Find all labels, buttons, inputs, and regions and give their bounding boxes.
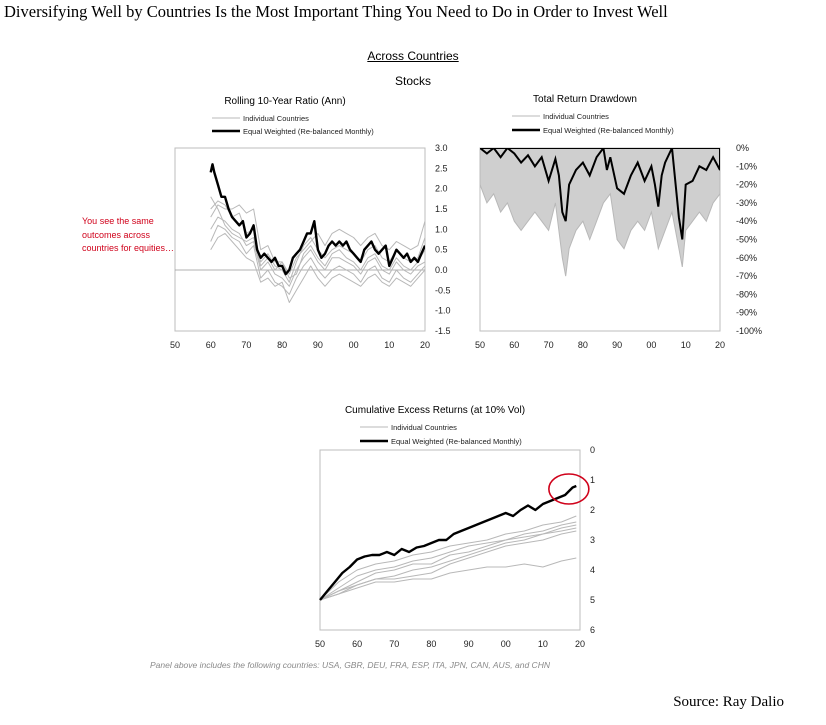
chart-1-y-tick: 1.0 [435, 224, 448, 234]
legend-2-label-1: Individual Countries [543, 112, 609, 121]
series-individual-line [319, 524, 577, 601]
series-individual-line [319, 557, 577, 601]
chart-1-y-tick: -0.5 [435, 285, 451, 295]
highlight-circle [548, 473, 590, 505]
series-equal-weighted-drawdown [480, 148, 720, 240]
chart-2-title: Total Return Drawdown [533, 94, 637, 105]
chart-2-x-tick: 80 [578, 340, 588, 350]
chart-1-x-tick: 60 [206, 340, 216, 350]
chart-3-x-tick: 70 [389, 639, 399, 649]
chart-2-y-tick: -40% [736, 216, 757, 226]
chart-3-x-tick: 80 [426, 639, 436, 649]
source-credit: Source: Ray Dalio [673, 694, 784, 710]
chart-3-frame [319, 449, 581, 631]
series-individual-line [210, 224, 425, 295]
chart-2-y-tick: -100% [736, 326, 762, 336]
chart-1-frame [174, 147, 426, 332]
chart-3-y-tick: 4 [590, 565, 595, 575]
chart-2-y-tick: -10% [736, 161, 757, 171]
legend-2-label-2: Equal Weighted (Re-balanced Monthly) [543, 126, 674, 135]
chart-3-title: Cumulative Excess Returns (at 10% Vol) [345, 405, 525, 416]
chart-1-y-tick: 0.0 [435, 265, 448, 275]
chart-2-x-tick: 90 [612, 340, 622, 350]
chart-3-x-tick: 00 [501, 639, 511, 649]
series-individual-line [210, 204, 425, 275]
series-individual-line [319, 521, 577, 601]
chart-1-title: Rolling 10-Year Ratio (Ann) [224, 96, 345, 107]
chart-3-y-tick: 3 [590, 535, 595, 545]
series-individual-line [319, 530, 577, 601]
chart-1-x-tick: 80 [277, 340, 287, 350]
chart-2-y-tick: -30% [736, 198, 757, 208]
legend-3-label-2: Equal Weighted (Re-balanced Monthly) [391, 437, 522, 446]
legend-1-label-1: Individual Countries [243, 114, 309, 123]
chart-1-y-tick: 3.0 [435, 143, 448, 153]
chart-1-y-tick: -1.0 [435, 306, 451, 316]
chart-2-y-tick: -20% [736, 180, 757, 190]
chart-2-x-tick: 10 [681, 340, 691, 350]
equities-annotation: You see the same outcomes across countri… [82, 216, 175, 253]
chart-1-x-tick: 90 [313, 340, 323, 350]
chart-1-x-tick: 20 [420, 340, 430, 350]
chart-2-y-tick: 0% [736, 143, 749, 153]
chart-3-x-tick: 10 [538, 639, 548, 649]
chart-2-x-tick: 70 [544, 340, 554, 350]
chart-3-y-tick: 2 [590, 505, 595, 515]
chart-1-plot [209, 163, 425, 303]
series-individual-line [210, 232, 425, 303]
series-individual-line [210, 196, 425, 279]
chart-2-x-tick: 00 [646, 340, 656, 350]
series-individual-line [319, 515, 577, 601]
legend-1-label-2: Equal Weighted (Re-balanced Monthly) [243, 127, 374, 136]
chart-2-y-tick: -80% [736, 289, 757, 299]
chart-2-x-tick: 20 [715, 340, 725, 350]
chart-3-y-tick: 5 [590, 595, 595, 605]
chart-3-plot [319, 484, 577, 601]
chart-1-y-tick: 2.0 [435, 184, 448, 194]
chart-3-x-tick: 20 [575, 639, 585, 649]
chart-3-x-tick: 90 [464, 639, 474, 649]
series-individual-drawdown [480, 148, 720, 277]
legend-3-label-1: Individual Countries [391, 423, 457, 432]
chart-1-y-tick: 0.5 [435, 245, 448, 255]
chart-1-x-tick: 00 [349, 340, 359, 350]
chart-2-plot [480, 148, 720, 277]
chart-3-x-tick: 60 [352, 639, 362, 649]
chart-2-x-tick: 60 [509, 340, 519, 350]
section-subheader-stocks: Stocks [394, 74, 431, 88]
chart-2-y-tick: -90% [736, 308, 757, 318]
chart-2-y-tick: -60% [736, 253, 757, 263]
chart-2-x-tick: 50 [475, 340, 485, 350]
chart-1-x-tick: 70 [241, 340, 251, 350]
countries-footnote: Panel above includes the following count… [150, 660, 550, 670]
chart-1-y-tick: 1.5 [435, 204, 448, 214]
page-title: Diversifying Well by Countries Is the Mo… [4, 2, 668, 21]
chart-1-x-tick: 10 [384, 340, 394, 350]
series-equal-weighted-line [319, 484, 577, 601]
chart-2-y-tick: -70% [736, 271, 757, 281]
series-equal-weighted-line [209, 163, 425, 276]
chart-1-x-tick: 50 [170, 340, 180, 350]
chart-2-y-tick: -50% [736, 235, 757, 245]
chart-1-y-tick: 2.5 [435, 163, 448, 173]
chart-3-y-tick: 1 [590, 475, 595, 485]
chart-3-y-tick: 6 [590, 625, 595, 635]
section-header-countries: Across Countries [367, 49, 459, 63]
chart-3-y-tick: 0 [590, 445, 595, 455]
series-individual-line [210, 216, 425, 287]
chart-3-x-tick: 50 [315, 639, 325, 649]
chart-1-y-tick: -1.5 [435, 326, 451, 336]
